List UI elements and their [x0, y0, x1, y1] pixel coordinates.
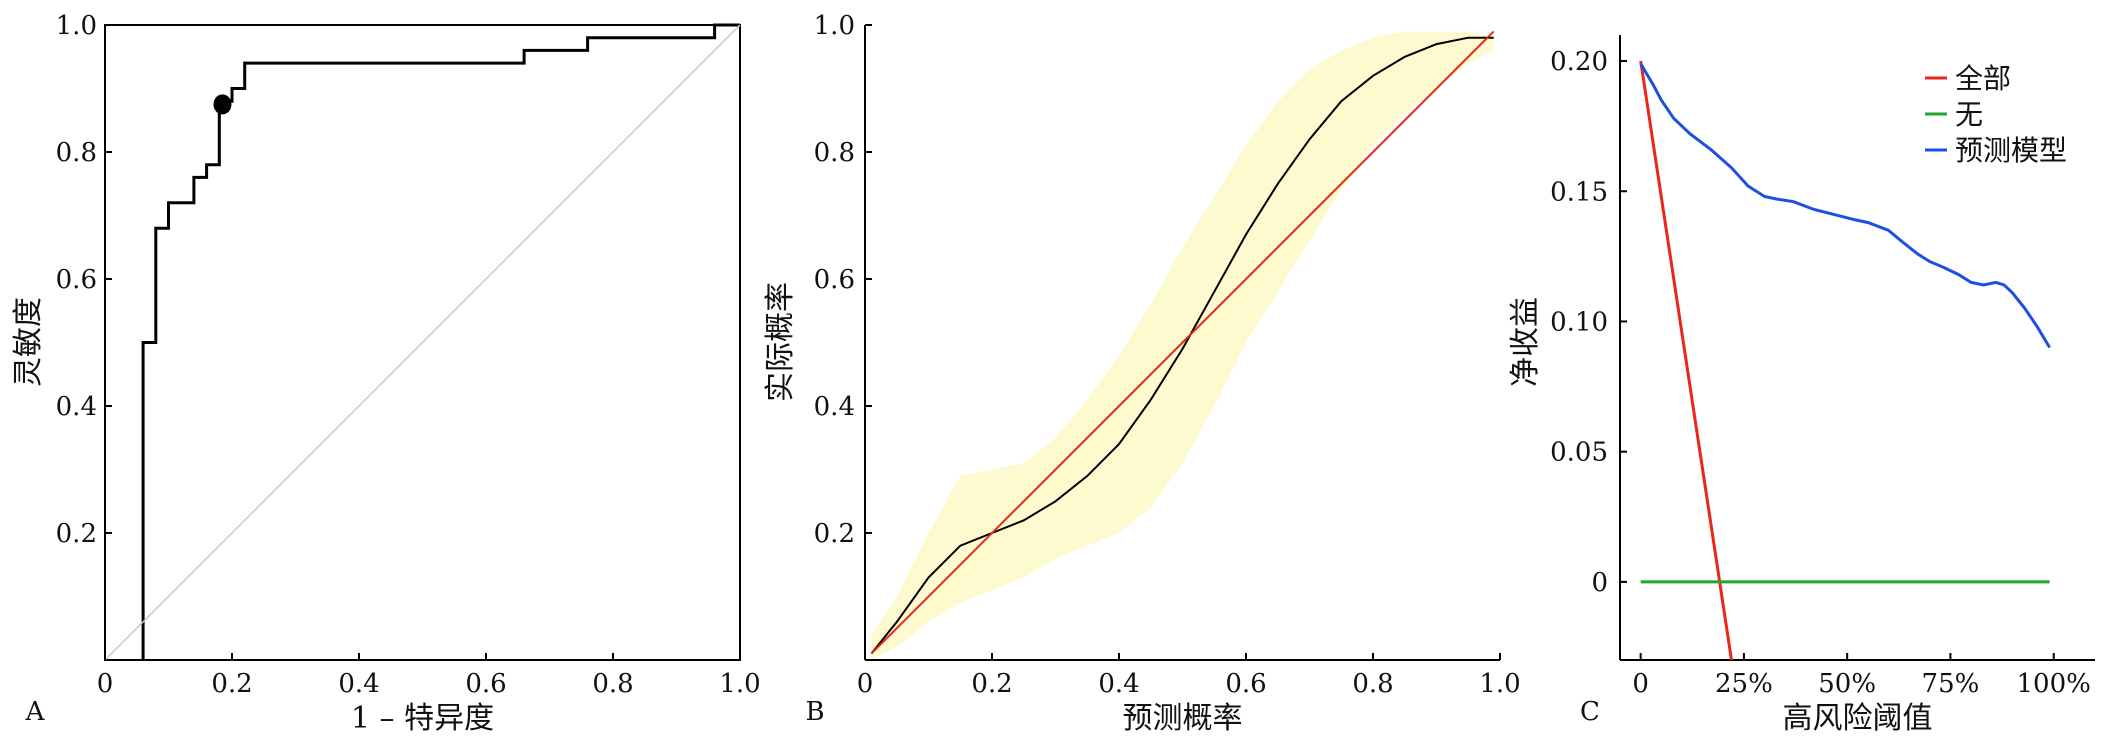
- x-axis-title: 高风险阈值: [1783, 701, 1933, 736]
- y-tick-label: 0.4: [814, 392, 855, 422]
- y-tick-label: 0.8: [814, 138, 855, 168]
- ideal-calibration-line: [870, 30, 1495, 655]
- y-tick-label: 0.8: [56, 138, 97, 168]
- x-tick-label: 0.8: [1352, 669, 1393, 699]
- confidence-band: [871, 31, 1494, 660]
- plot-frame: [104, 24, 741, 661]
- legend-label: 预测模型: [1955, 134, 2067, 167]
- y-axis-title: 实际概率: [763, 282, 798, 402]
- roc-curve: [141, 23, 740, 660]
- y-tick-label: 0.10: [1550, 307, 1608, 337]
- x-tick-label: 0.2: [971, 669, 1012, 699]
- x-axis-title: 预测概率: [1123, 701, 1243, 736]
- x-tick-label: 0.6: [1225, 669, 1266, 699]
- x-tick-label: 100%: [2017, 669, 2091, 699]
- y-axis-title: 灵敏度: [11, 297, 46, 387]
- x-tick-label: 75%: [1922, 669, 1980, 699]
- x-tick-label: 0.4: [1098, 669, 1139, 699]
- panel-b-calibration-chart: 0 0.2 0.4 0.6 0.8 1.0 0.2 0.4 0.6 0.8 1.0 预测概率 实际概率 B: [763, 11, 1521, 736]
- y-tick-label: 0.6: [814, 265, 855, 295]
- y-tick-label: 0.15: [1550, 177, 1608, 207]
- panel-letter: A: [25, 697, 46, 727]
- y-tick-label: 0.05: [1550, 438, 1608, 468]
- panel-a-roc-chart: 0 0.2 0.4 0.6 0.8 1.0 0.2 0.4 0.6 0.8 1.0 1 – 特异度 灵敏…: [11, 11, 761, 736]
- x-tick-label: 0: [857, 669, 874, 699]
- prediction-model-curve: [1639, 62, 2051, 349]
- x-axis-title: 1 – 特异度: [351, 701, 494, 736]
- legend-label: 全部: [1955, 62, 2011, 95]
- treat-all-line: [1639, 60, 1733, 661]
- y-tick-label: 0.4: [56, 392, 97, 422]
- reference-diagonal-line: [104, 24, 741, 661]
- x-tick-label: 0.2: [211, 669, 252, 699]
- x-tick-label: 0.6: [465, 669, 506, 699]
- y-tick-label: 1.0: [814, 11, 855, 41]
- x-tick-label: 0: [1632, 669, 1649, 699]
- x-tick-label: 0.4: [338, 669, 379, 699]
- y-axis-title: 净收益: [1508, 297, 1543, 387]
- y-tick-label: 0.2: [56, 519, 97, 549]
- x-tick-label: 0.8: [592, 669, 633, 699]
- optimal-cutoff-point: [213, 94, 232, 115]
- calibration-curve: [870, 36, 1494, 655]
- x-tick-label: 1.0: [1479, 669, 1520, 699]
- x-tick-label: 25%: [1715, 669, 1773, 699]
- panel-letter: B: [805, 697, 824, 727]
- y-tick-label: 1.0: [56, 11, 97, 41]
- y-tick-label: 0.6: [56, 265, 97, 295]
- legend-label: 无: [1955, 98, 1983, 131]
- y-tick-label: 0.20: [1550, 47, 1608, 77]
- x-tick-label: 50%: [1818, 669, 1876, 699]
- panel-c-decision-curve-chart: 0 25% 50% 75% 100% 0.20 0.15 0.10 0.05 0 高风险阈值 净收益 C…: [1508, 35, 2095, 736]
- y-tick-label: 0.2: [814, 519, 855, 549]
- x-tick-label: 0: [97, 669, 114, 699]
- y-tick-label: 0: [1591, 568, 1608, 598]
- panel-letter: C: [1580, 697, 1600, 727]
- x-tick-label: 1.0: [719, 669, 760, 699]
